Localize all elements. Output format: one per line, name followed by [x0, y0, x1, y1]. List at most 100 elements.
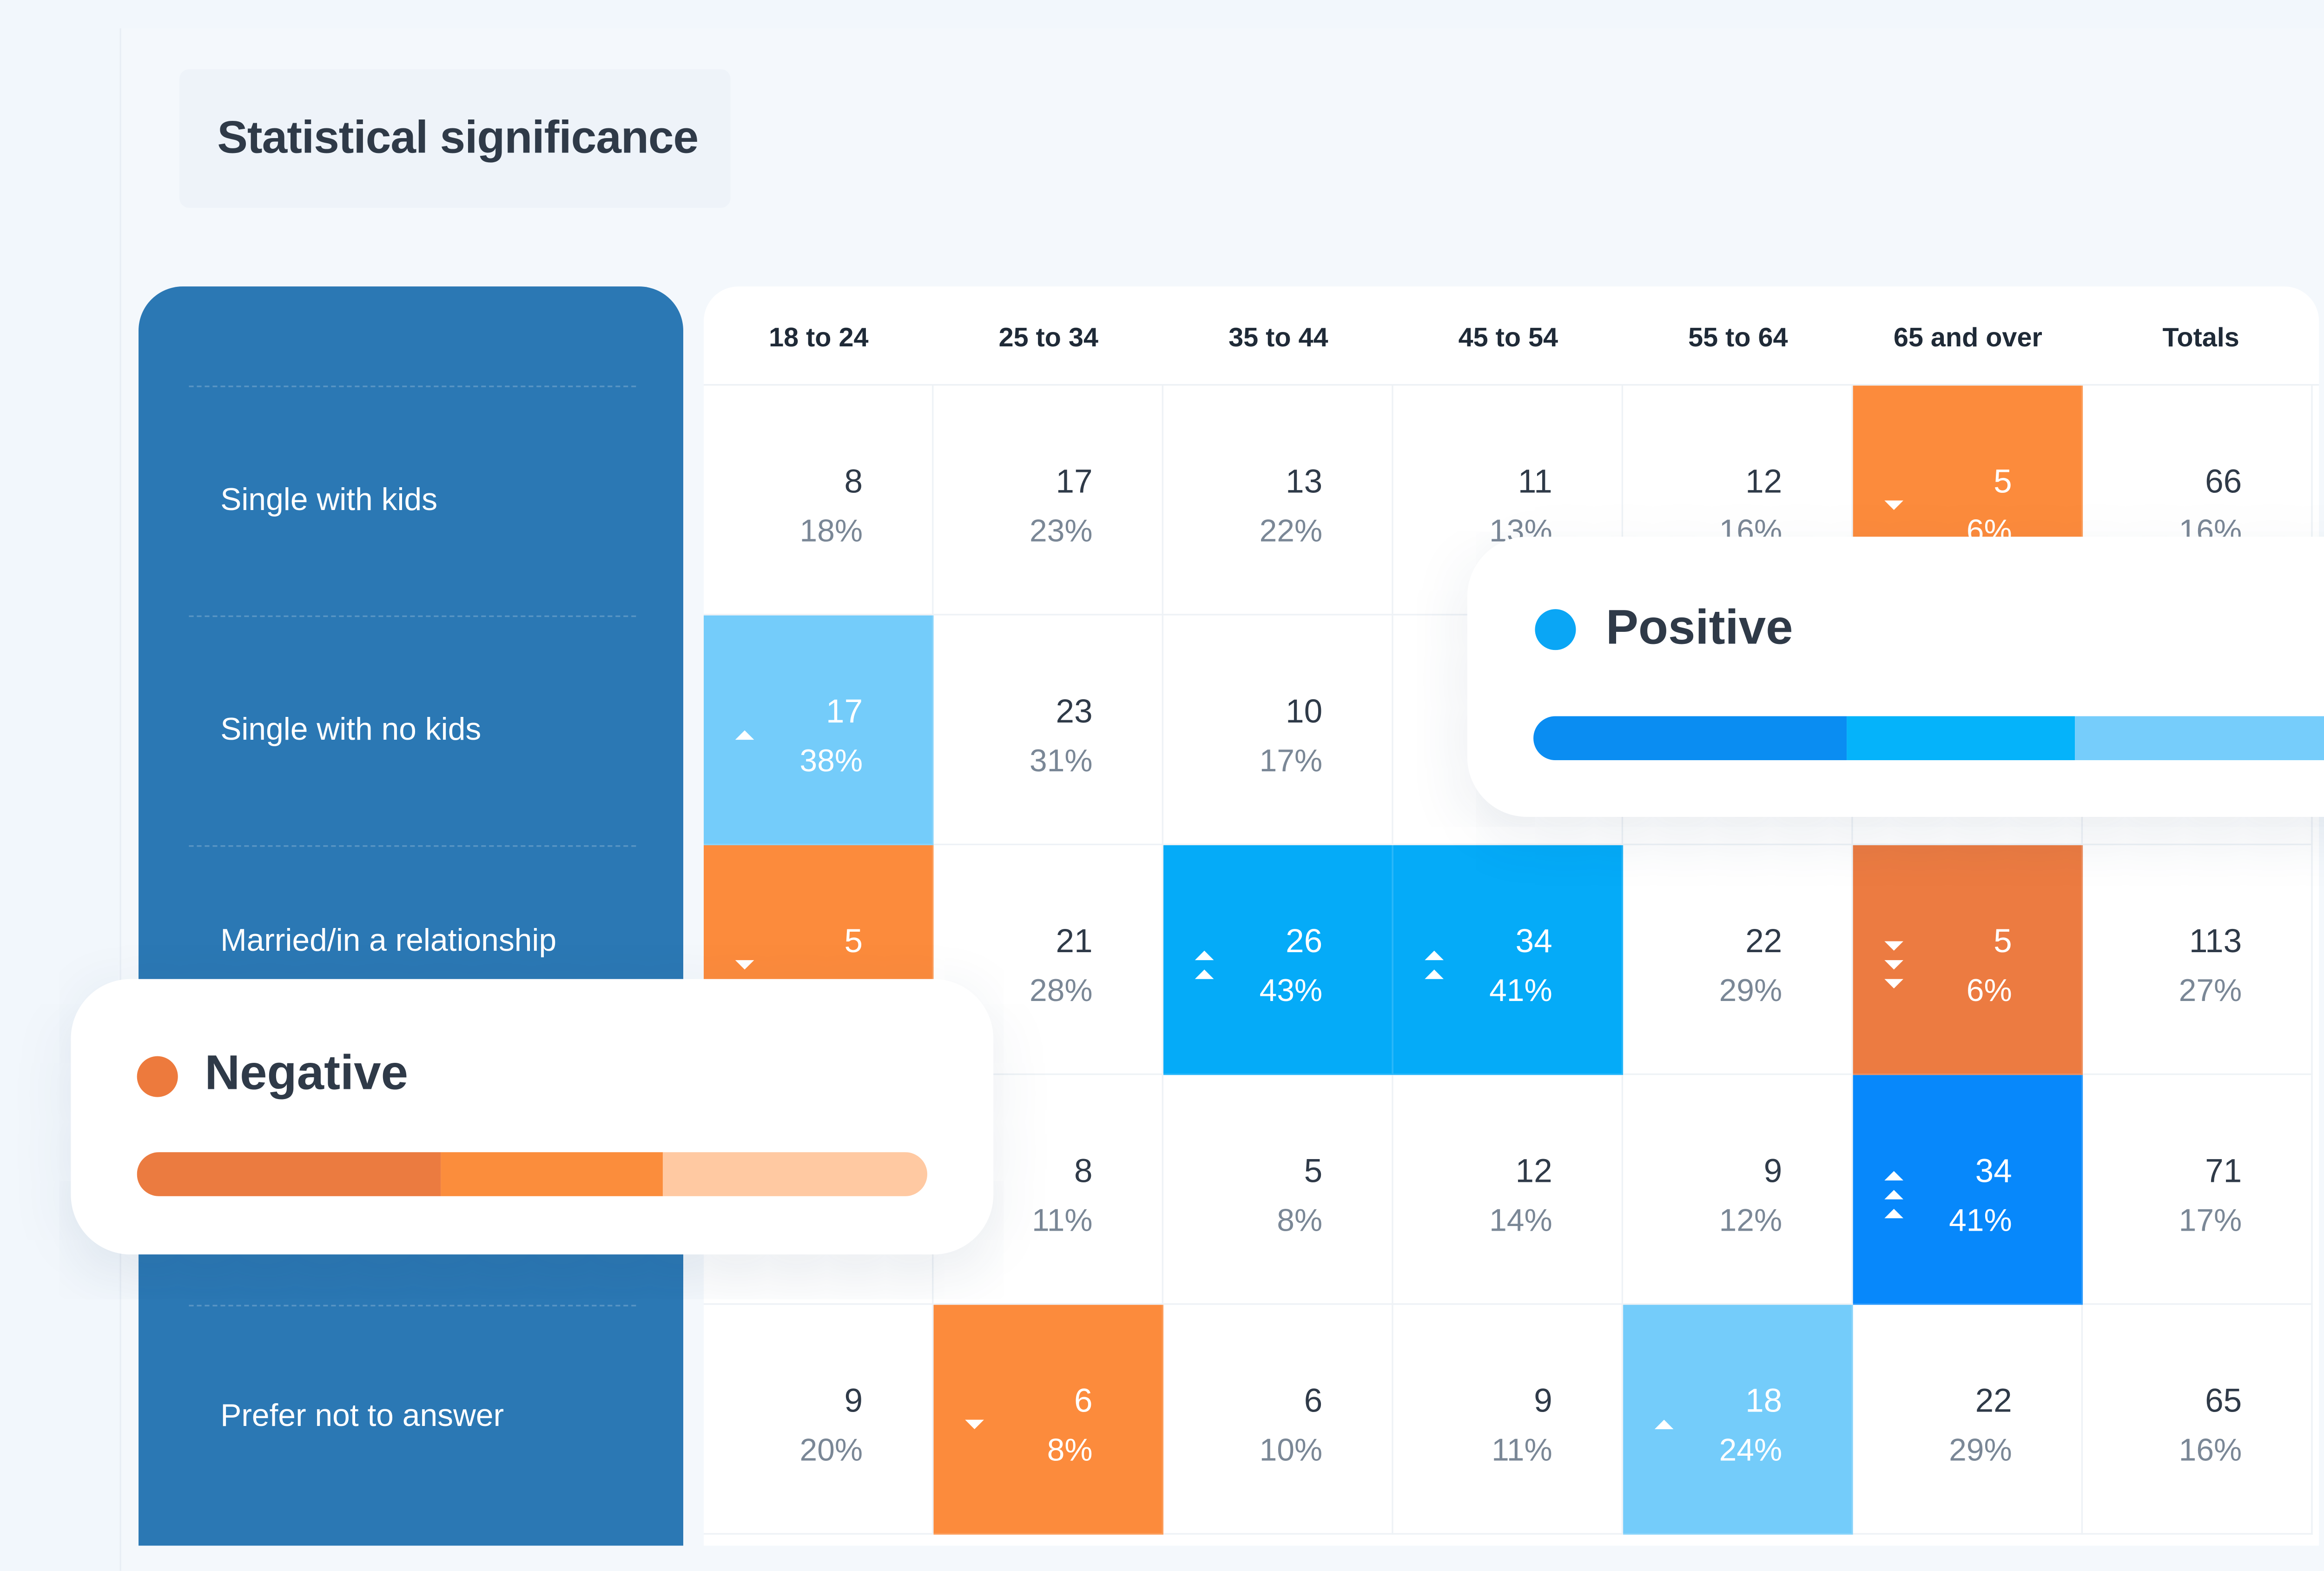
table-cell[interactable]: 18 24%	[1623, 1305, 1853, 1535]
cell-percent: 6%	[1966, 974, 2012, 1009]
row-divider	[189, 845, 636, 847]
column-header: 35 to 44	[1228, 323, 1328, 353]
cell-count: 17	[826, 694, 863, 730]
table-cell[interactable]: 21 28%	[933, 845, 1164, 1075]
arrow-up-icon	[1422, 940, 1447, 1018]
cell-count: 22	[1745, 924, 1783, 961]
table-cell[interactable]: 8 11%	[933, 1075, 1164, 1305]
column-header: 45 to 54	[1458, 323, 1558, 353]
table-cell[interactable]: 5 6%	[1853, 845, 2083, 1075]
cell-percent: 8%	[1047, 1434, 1093, 1469]
table-cell[interactable]: 22 29%	[1623, 845, 1853, 1075]
cell-count: 6	[1074, 1383, 1093, 1420]
row-label: Prefer not to answer	[220, 1399, 504, 1434]
table-cell[interactable]: 26 43%	[1163, 845, 1393, 1075]
cell-percent: 23%	[1030, 515, 1093, 550]
row-divider	[189, 1305, 636, 1306]
column-header: 65 and over	[1893, 323, 2042, 353]
cell-percent: 8%	[1277, 1204, 1323, 1239]
cell-percent: 41%	[1949, 1204, 2012, 1239]
cell-percent: 43%	[1259, 974, 1323, 1009]
page-title: Statistical significance	[217, 113, 699, 164]
legend-card-positive: Positive	[1467, 537, 2324, 817]
arrow-up-icon	[1651, 1399, 1677, 1478]
table-cell[interactable]: 22 29%	[1853, 1305, 2083, 1535]
cell-count: 26	[1286, 924, 1323, 961]
cell-count: 5	[1994, 924, 2012, 961]
cell-percent: 28%	[1030, 974, 1093, 1009]
cell-count: 34	[1975, 1153, 2012, 1190]
arrow-up-icon	[1192, 940, 1217, 1018]
table-cell[interactable]: 12 14%	[1393, 1075, 1624, 1305]
arrow-down-icon	[1882, 480, 1907, 559]
table-cell[interactable]: 6 10%	[1163, 1305, 1393, 1535]
table-cell[interactable]: 9 12%	[1623, 1075, 1853, 1305]
column-header: Totals	[2162, 323, 2239, 353]
cell-count: 21	[1056, 924, 1093, 961]
cell-percent: 16%	[2179, 1434, 2242, 1469]
table-cell[interactable]: 23 31%	[933, 615, 1164, 845]
cell-percent: 17%	[1259, 744, 1323, 779]
cell-percent: 22%	[1259, 515, 1323, 550]
column-header: 25 to 34	[998, 323, 1099, 353]
table-cell[interactable]: 8 18%	[704, 385, 934, 616]
cell-count: 9	[1763, 1153, 1783, 1190]
cell-percent: 38%	[799, 744, 863, 779]
cell-count: 11	[1518, 464, 1552, 501]
table-cell[interactable]: 10 17%	[1163, 615, 1393, 845]
legend-bar-segment	[2075, 716, 2324, 761]
cell-count: 18	[1745, 1383, 1783, 1420]
stage: Statistical significance Single with kid…	[71, 28, 2324, 1571]
table-cell[interactable]: 5 8%	[1163, 1075, 1393, 1305]
cell-percent: 11%	[1492, 1434, 1552, 1469]
table-cell[interactable]: 17 38%	[704, 615, 934, 845]
cell-count: 17	[1056, 464, 1093, 501]
cell-percent: 31%	[1030, 744, 1093, 779]
cell-count: 12	[1745, 464, 1783, 501]
table-cell[interactable]: 34 41%	[1393, 845, 1624, 1075]
table-cell[interactable]: 17 23%	[933, 385, 1164, 616]
column-header: 55 to 64	[1688, 323, 1788, 353]
table-cell[interactable]: 13 22%	[1163, 385, 1393, 616]
legend-bar-segment	[137, 1152, 442, 1196]
row-label: Married/in a relationship	[220, 924, 557, 959]
negative-dot-icon	[137, 1056, 178, 1097]
cell-count: 13	[1286, 464, 1323, 501]
cell-percent: 14%	[1489, 1204, 1552, 1239]
cell-count: 8	[1074, 1153, 1093, 1190]
column-header: 18 to 24	[769, 323, 869, 353]
cell-count: 71	[2205, 1153, 2242, 1190]
cell-count: 22	[1975, 1383, 2012, 1420]
cell-percent: 17%	[2179, 1204, 2242, 1239]
title-box	[179, 69, 731, 208]
cell-count: 9	[844, 1383, 863, 1420]
legend-bar-segment	[441, 1152, 663, 1196]
cell-percent: 24%	[1719, 1434, 1783, 1469]
table-cell[interactable]: 9 20%	[704, 1305, 934, 1535]
table-cell[interactable]: 71 17%	[2083, 1075, 2313, 1305]
legend-bar-segment	[662, 1152, 927, 1196]
cell-percent: 11%	[1032, 1204, 1093, 1239]
cell-count: 8	[844, 464, 863, 501]
header-divider	[704, 384, 2319, 386]
cell-count: 66	[2205, 464, 2242, 501]
cell-percent: 20%	[799, 1434, 863, 1469]
cell-count: 5	[1304, 1153, 1323, 1190]
legend-bar-positive	[1533, 716, 2324, 761]
cell-count: 5	[844, 924, 863, 961]
cell-percent: 10%	[1259, 1434, 1323, 1469]
legend-bar-negative	[137, 1152, 927, 1196]
cell-percent: 29%	[1719, 974, 1783, 1009]
table-cell[interactable]: 34 41%	[1853, 1075, 2083, 1305]
table-cell[interactable]: 65 16%	[2083, 1305, 2313, 1535]
cell-percent: 12%	[1719, 1204, 1783, 1239]
table-cell[interactable]: 9 11%	[1393, 1305, 1624, 1535]
cell-percent: 29%	[1949, 1434, 2012, 1469]
cell-count: 5	[1994, 464, 2012, 501]
cell-count: 12	[1515, 1153, 1552, 1190]
legend-card-negative: Negative	[71, 979, 994, 1255]
table-cell[interactable]: 6 8%	[933, 1305, 1164, 1535]
arrow-up-icon	[1882, 1169, 1907, 1248]
arrow-down-icon	[1882, 940, 1907, 1018]
table-cell[interactable]: 113 27%	[2083, 845, 2313, 1075]
